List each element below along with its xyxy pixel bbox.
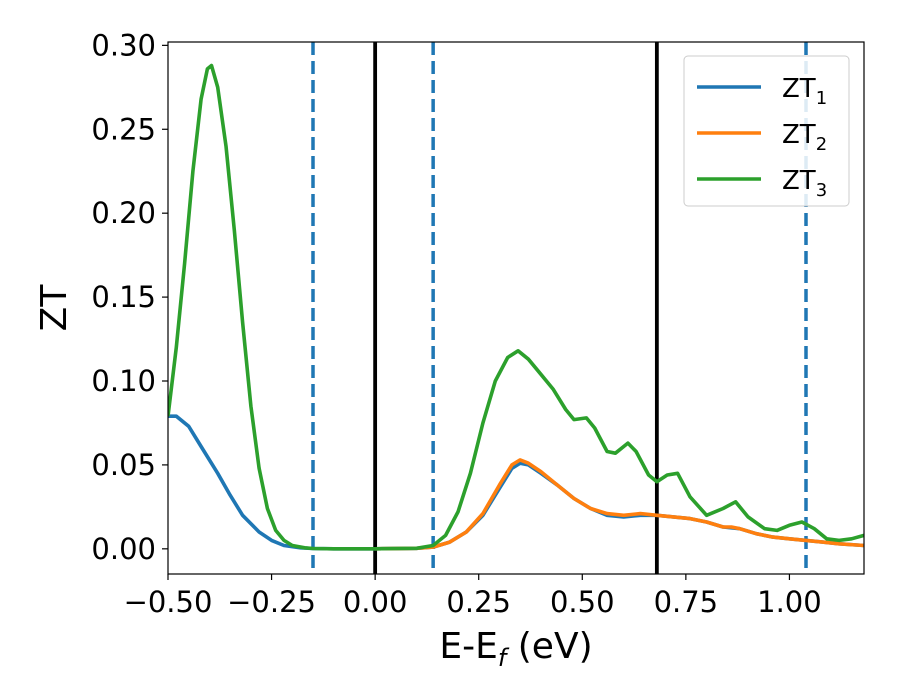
series-lines (168, 63, 864, 551)
series-line-1 (168, 414, 864, 551)
y-tick-label-3: 0.15 (91, 280, 156, 314)
legend-box (683, 55, 850, 207)
legend-label-3: ZT3 (782, 166, 827, 201)
y-axis-label: ZT (34, 284, 75, 332)
y-tick-label-5: 0.25 (91, 112, 156, 146)
y-tick-label-6: 0.30 (91, 28, 156, 62)
x-axis-label-main: E-E (439, 626, 497, 667)
legend-label-2: ZT2 (782, 120, 827, 155)
y-tick-label-0: 0.00 (91, 532, 156, 566)
x-axis-ticks: −0.50 −0.25 0.00 0.25 0.50 0.75 1.00 (124, 574, 822, 619)
series-line-3 (168, 63, 864, 551)
x-tick-label-3: 0.25 (446, 585, 511, 619)
x-axis-label-suffix: (eV) (506, 626, 592, 667)
x-tick-label-6: 1.00 (757, 585, 822, 619)
legend: ZT1 ZT2 ZT3 (683, 55, 850, 207)
y-tick-label-4: 0.20 (91, 196, 156, 230)
x-tick-label-5: 0.75 (654, 585, 719, 619)
y-tick-label-1: 0.05 (91, 448, 156, 482)
y-tick-label-2: 0.10 (91, 364, 156, 398)
x-tick-label-1: −0.25 (227, 585, 316, 619)
y-axis-ticks: 0.00 0.05 0.10 0.15 0.20 0.25 0.30 (91, 28, 168, 566)
legend-label-1: ZT1 (782, 74, 827, 109)
x-tick-label-2: 0.00 (343, 585, 408, 619)
x-tick-label-4: 0.50 (550, 585, 615, 619)
plot-frame (167, 41, 865, 575)
series-line-2 (375, 458, 864, 551)
x-tick-label-0: −0.50 (124, 585, 213, 619)
x-axis-label: E-Ef (eV) (439, 626, 592, 672)
